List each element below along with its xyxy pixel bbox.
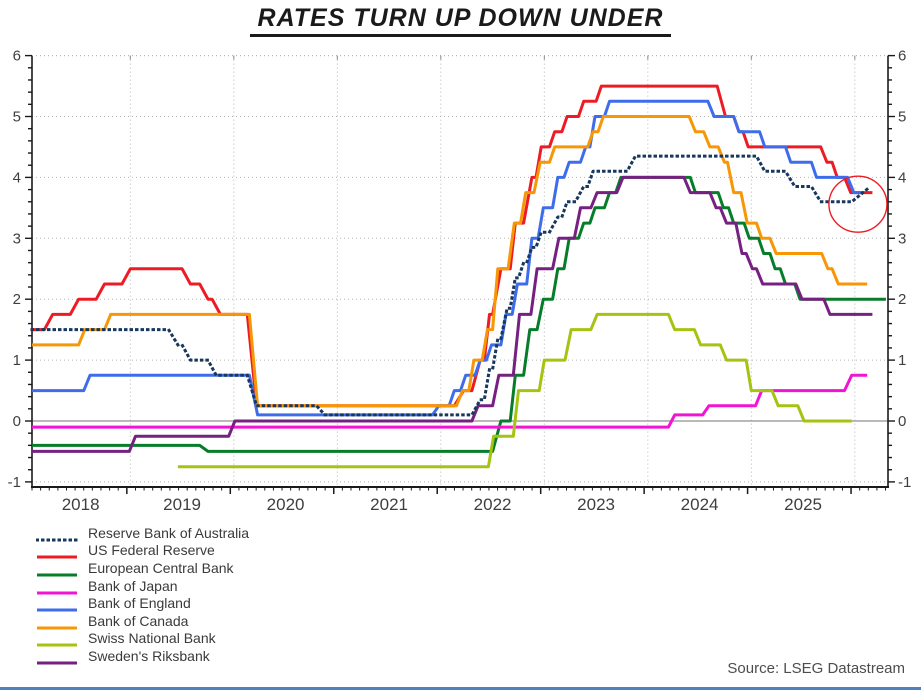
svg-text:0: 0 (898, 413, 906, 430)
svg-text:-1: -1 (8, 474, 21, 491)
svg-text:1: 1 (13, 352, 21, 369)
svg-text:2021: 2021 (370, 495, 408, 514)
legend: Reserve Bank of Australia US Federal Rese… (35, 524, 250, 665)
series-sweden-s-riksbank (32, 175, 873, 453)
legend-item: Bank of England (36, 594, 249, 612)
axis-frame (31, 55, 889, 488)
legend-swatch-line (36, 565, 78, 577)
svg-text:2022: 2022 (474, 495, 512, 514)
legend-swatch-line (36, 600, 78, 612)
legend-label: European Central Bank (88, 559, 234, 576)
legend-item: US Federal Reserve (36, 542, 249, 560)
series-reserve-bank-of-australia (30, 154, 873, 417)
svg-text:2020: 2020 (267, 495, 305, 514)
series-bank-of-england (32, 99, 861, 417)
legend-label: Swiss National Bank (88, 630, 216, 647)
svg-text:6: 6 (13, 48, 21, 65)
bottom-rule (0, 687, 921, 690)
legend-item: Sweden's Riksbank (36, 647, 249, 665)
legend-swatch-line (36, 653, 78, 665)
svg-text:3: 3 (13, 230, 21, 247)
legend-swatch-line (36, 618, 78, 630)
legend-item: Bank of Canada (36, 612, 249, 630)
legend-label: Reserve Bank of Australia (88, 524, 250, 541)
legend-label: Bank of England (88, 595, 191, 612)
annotation-circle (828, 175, 888, 233)
legend-swatch-line (36, 547, 78, 559)
svg-text:4: 4 (898, 169, 906, 186)
legend-label: Bank of Japan (88, 577, 178, 594)
svg-text:4: 4 (13, 169, 21, 186)
series-bank-of-canada (32, 115, 868, 408)
title-container: RATES TURN UP DOWN UNDER (0, 4, 921, 37)
series-european-central-bank (32, 175, 886, 453)
axis-labels: -1 -1 0 0 1 1 2 2 3 3 4 4 5 5 6 6 2018 2019 2020 2021 2022 20… (8, 48, 912, 514)
page-title: RATES TURN UP DOWN UNDER (249, 4, 672, 37)
series-swiss-national-bank (177, 312, 852, 469)
legend-label: US Federal Reserve (88, 542, 215, 559)
legend-swatch-line (36, 635, 78, 647)
legend-label: Bank of Canada (88, 612, 189, 629)
svg-text:2025: 2025 (784, 495, 822, 514)
svg-text:-1: -1 (898, 474, 911, 491)
series-lines (30, 84, 886, 469)
legend-swatch-line (36, 583, 78, 595)
svg-text:2019: 2019 (163, 495, 201, 514)
axis-ticks (25, 54, 895, 494)
series-bank-of-japan (32, 373, 868, 429)
legend-item: Bank of Japan (36, 577, 249, 595)
svg-text:2: 2 (13, 291, 21, 308)
legend-item: Reserve Bank of Australia (35, 524, 250, 542)
series-us-federal-reserve (32, 84, 873, 408)
svg-text:2023: 2023 (577, 495, 615, 514)
legend-label: Sweden's Riksbank (88, 647, 210, 664)
svg-text:3: 3 (898, 230, 906, 247)
svg-text:5: 5 (13, 109, 21, 126)
legend-swatch-dotted-line (35, 530, 79, 542)
svg-text:5: 5 (898, 109, 906, 126)
source-note: Source: LSEG Datastream (727, 660, 905, 677)
svg-text:2018: 2018 (62, 495, 100, 514)
svg-text:1: 1 (898, 352, 906, 369)
svg-text:6: 6 (898, 48, 906, 65)
chart-canvas: -1 -1 0 0 1 1 2 2 3 3 4 4 5 5 6 6 2018 2019 2020 2021 2022 20… (8, 48, 912, 514)
legend-item: Swiss National Bank (36, 630, 249, 648)
svg-text:0: 0 (13, 413, 21, 430)
svg-text:2: 2 (898, 291, 906, 308)
svg-text:2024: 2024 (681, 495, 719, 514)
legend-item: European Central Bank (36, 559, 249, 577)
